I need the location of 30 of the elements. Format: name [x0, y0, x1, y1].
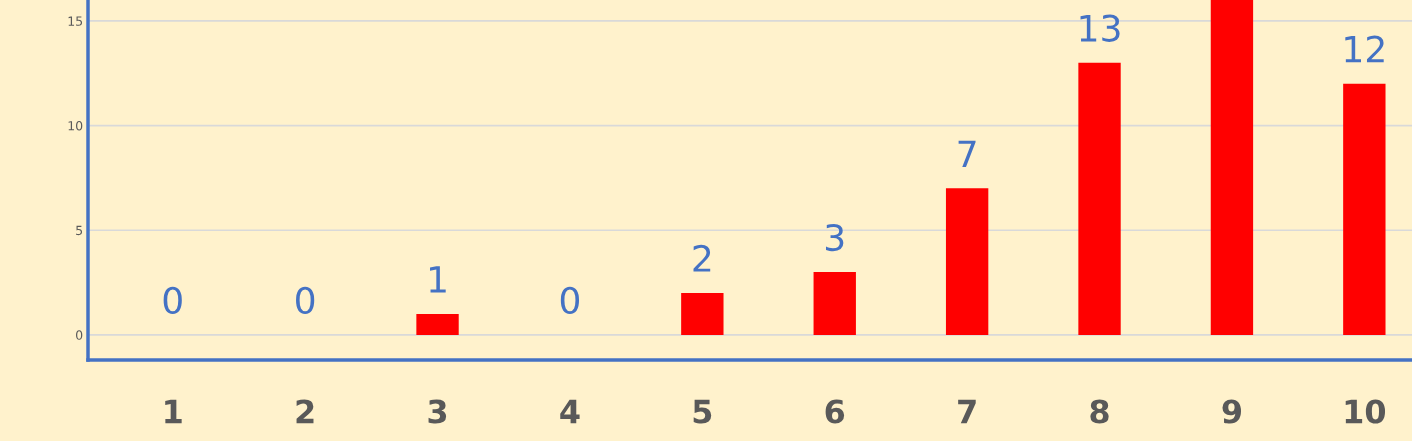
bar: [1210, 0, 1254, 335]
x-tick-label: 8: [1090, 399, 1109, 424]
x-tick-label: 2: [296, 399, 314, 424]
x-tick-label: 1: [165, 399, 182, 424]
x-tick-label: 7: [958, 399, 976, 424]
x-tick-label: 4: [560, 399, 580, 424]
x-tick-label: 9: [1222, 399, 1242, 424]
data-label: 0: [163, 286, 182, 314]
data-label: 7: [958, 140, 976, 167]
x-tick-label: 5: [693, 399, 712, 424]
data-label: 2: [693, 244, 711, 272]
bar: [1078, 62, 1121, 335]
bar: [945, 188, 989, 335]
data-label: 0: [560, 286, 580, 314]
data-label: 12: [1345, 35, 1384, 63]
bar: [813, 272, 856, 335]
bar: [1343, 83, 1386, 335]
y-tick-label: 15: [68, 16, 83, 26]
x-tick-label: 3: [428, 399, 447, 424]
y-tick-label: 10: [68, 121, 83, 131]
bar: [681, 293, 724, 335]
y-tick-label: 5: [76, 225, 83, 236]
data-label: 1: [430, 266, 446, 293]
x-tick-label: 6: [825, 399, 845, 424]
y-tick-label: 0: [76, 330, 83, 340]
data-label: 13: [1080, 14, 1120, 42]
data-label: 0: [296, 286, 315, 314]
data-label: 3: [826, 223, 844, 252]
x-tick-label: 10: [1345, 399, 1386, 424]
bar: [416, 313, 459, 335]
